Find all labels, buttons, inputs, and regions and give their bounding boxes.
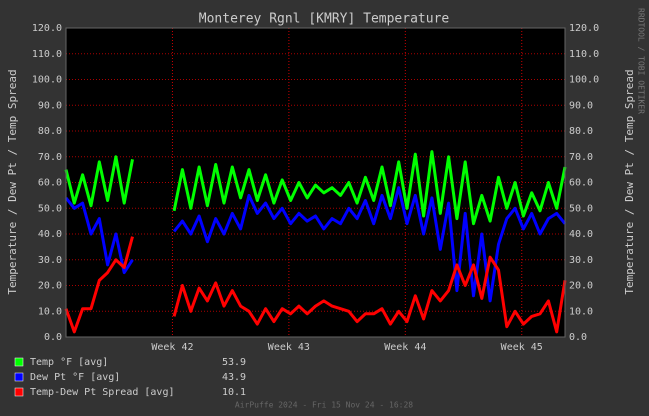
y2-tick-label: 20.0 [569, 281, 593, 292]
y-tick-label: 10.0 [38, 306, 62, 317]
y2-tick-label: 120.0 [569, 23, 599, 34]
y-tick-label: 40.0 [38, 229, 62, 240]
y-tick-label: 120.0 [32, 23, 62, 34]
y2-tick-label: 0.0 [569, 332, 587, 343]
chart-title: Monterey Rgnl [KMRY] Temperature [199, 12, 450, 27]
y2-tick-label: 100.0 [569, 75, 599, 86]
y-tick-label: 100.0 [32, 75, 62, 86]
y2-tick-label: 60.0 [569, 178, 593, 189]
y2-tick-label: 80.0 [569, 126, 593, 137]
y2-tick-label: 30.0 [569, 255, 593, 266]
x-tick-label: Week 43 [268, 342, 310, 353]
x-tick-label: Week 45 [501, 342, 543, 353]
y2-tick-label: 110.0 [569, 49, 599, 60]
footer: AirPuffe 2024 - Fri 15 Nov 24 - 16:28 [235, 401, 413, 410]
y2-tick-label: 40.0 [569, 229, 593, 240]
y-axis-label: Temperature / Dew Pt / Temp Spread [6, 69, 19, 294]
legend-avg: 43.9 [222, 372, 246, 383]
legend-swatch [14, 387, 24, 397]
legend-label: Dew Pt °F [avg] [30, 372, 120, 383]
y-tick-label: 0.0 [44, 332, 62, 343]
x-tick-label: Week 44 [384, 342, 426, 353]
side-text: RRDTOOL / TOBI OETIKER [637, 8, 646, 114]
y-tick-label: 90.0 [38, 100, 62, 111]
y2-tick-label: 10.0 [569, 306, 593, 317]
legend-avg: 53.9 [222, 357, 246, 368]
y2-axis-label: Temperature / Dew Pt / Temp Spread [623, 69, 636, 294]
series-line [64, 236, 567, 334]
y-tick-label: 30.0 [38, 255, 62, 266]
y-tick-label: 20.0 [38, 281, 62, 292]
y-tick-label: 110.0 [32, 49, 62, 60]
y-tick-label: 70.0 [38, 152, 62, 163]
legend-label: Temp-Dew Pt Spread [avg] [30, 387, 175, 398]
series-line [64, 150, 567, 226]
series-line [64, 186, 567, 303]
legend-label: Temp °F [avg] [30, 357, 108, 368]
y2-tick-label: 90.0 [569, 100, 593, 111]
y-tick-label: 80.0 [38, 126, 62, 137]
legend-swatch [14, 372, 24, 382]
x-tick-label: Week 42 [151, 342, 193, 353]
y2-tick-label: 50.0 [569, 203, 593, 214]
legend-avg: 10.1 [222, 387, 246, 398]
y-tick-label: 50.0 [38, 203, 62, 214]
y-tick-label: 60.0 [38, 178, 62, 189]
legend-swatch [14, 357, 24, 367]
plot-frame [65, 27, 566, 338]
y2-tick-label: 70.0 [569, 152, 593, 163]
